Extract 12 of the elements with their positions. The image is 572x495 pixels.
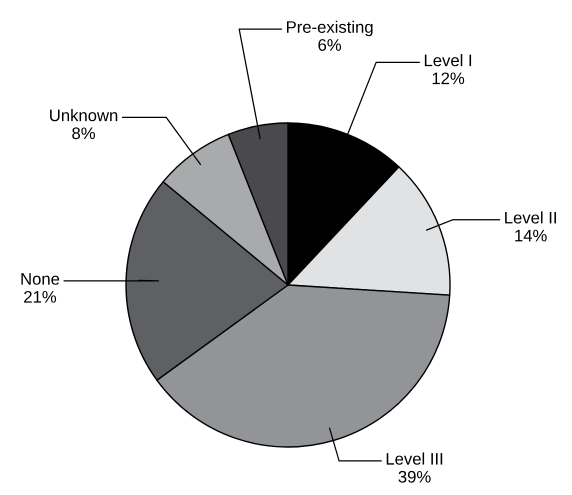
slice-label: Unknown	[50, 109, 118, 122]
slice-label: Level I	[424, 54, 472, 66]
slice-label: Level III	[386, 452, 442, 465]
slice-label: Pre-existing	[286, 20, 373, 36]
data-label: 8%	[72, 127, 95, 140]
data-label: 14%	[515, 230, 547, 242]
slice-label: None	[21, 273, 60, 285]
slice-label: Level II	[505, 211, 556, 224]
data-label: 12%	[432, 72, 464, 84]
data-label: 6%	[318, 39, 342, 51]
data-label: 39%	[398, 470, 431, 483]
data-label: 21%	[24, 290, 56, 303]
